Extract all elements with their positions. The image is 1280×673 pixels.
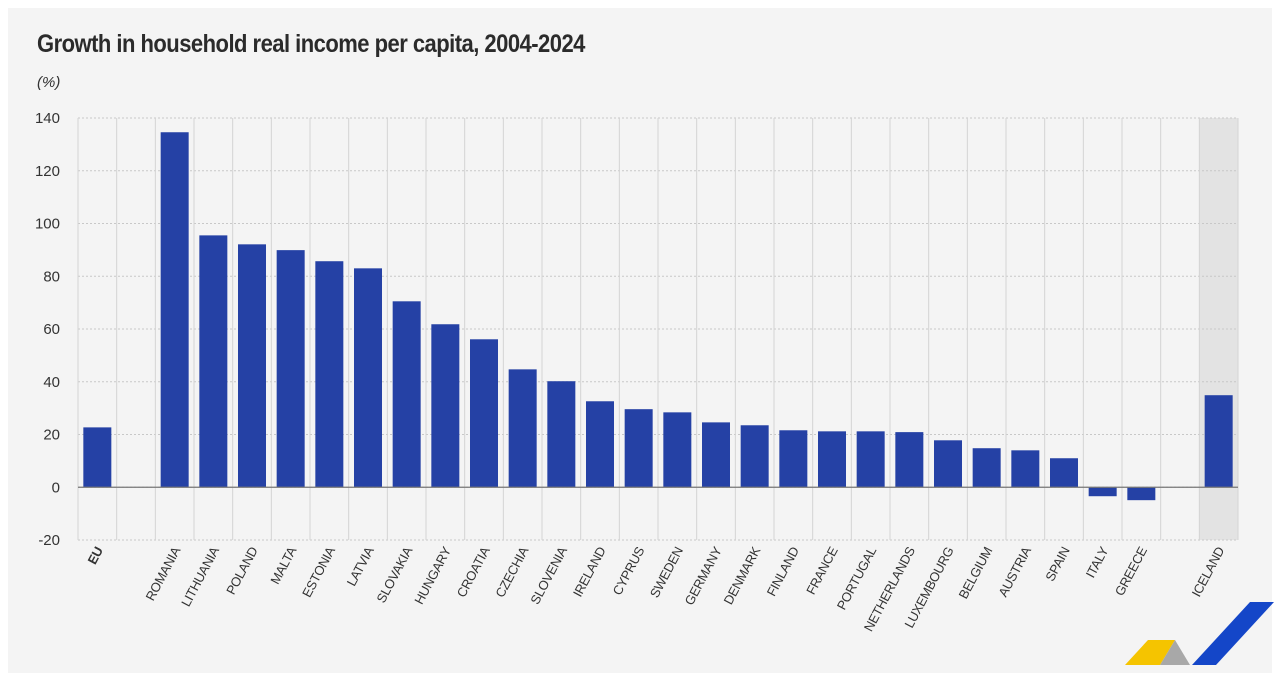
- bar-slovenia: [547, 381, 576, 488]
- bar-denmark: [740, 425, 769, 488]
- x-tick-label: CYPRUS: [609, 544, 647, 598]
- bar-sweden: [663, 412, 692, 488]
- bar-czechia: [508, 369, 537, 488]
- x-tick-label: LITHUANIA: [178, 544, 222, 609]
- x-tick-label: HUNGARY: [411, 544, 454, 607]
- bar-hungary: [431, 324, 460, 488]
- x-tick-label: SWEDEN: [647, 544, 686, 600]
- bar-greece: [1127, 487, 1156, 501]
- x-tick-label: ESTONIA: [299, 544, 338, 600]
- logo-blue-stripe: [1192, 602, 1274, 665]
- x-tick-label: BELGIUM: [956, 544, 996, 601]
- y-tick-label: 60: [43, 321, 60, 338]
- x-tick-label: SLOVAKIA: [373, 544, 415, 605]
- y-axis-unit: (%): [37, 74, 61, 91]
- logo-gray-stripe: [1160, 640, 1190, 665]
- bar-portugal: [856, 431, 885, 488]
- y-tick-label: 140: [35, 110, 60, 127]
- logo-yellow-stripe: [1125, 640, 1175, 665]
- x-tick-label: FRANCE: [803, 544, 841, 597]
- bar-luxembourg: [934, 440, 962, 488]
- y-tick-label: 0: [52, 479, 60, 496]
- bar-eu: [83, 427, 112, 488]
- bar-france: [818, 431, 846, 488]
- bar-italy: [1088, 487, 1117, 497]
- y-tick-label: 120: [35, 163, 60, 180]
- x-tick-label: DENMARK: [721, 544, 764, 607]
- x-tick-label: SPAIN: [1042, 544, 1072, 583]
- x-tick-label: IRELAND: [570, 544, 609, 599]
- x-tick-label: ITALY: [1083, 544, 1112, 580]
- bar-ireland: [586, 401, 614, 488]
- x-tick-label: EU: [85, 544, 106, 566]
- bar-iceland: [1204, 395, 1233, 488]
- y-tick-label: 20: [43, 427, 60, 444]
- bar-lithuania: [199, 235, 228, 488]
- x-tick-label: MALTA: [267, 544, 299, 587]
- bar-latvia: [354, 268, 382, 488]
- x-tick-label: GREECE: [1112, 544, 1150, 598]
- y-tick-label: 80: [43, 268, 60, 285]
- x-tick-label: CROATIA: [454, 544, 493, 600]
- x-tick-label: SLOVENIA: [527, 544, 570, 607]
- bar-belgium: [972, 448, 1001, 488]
- x-tick-label: CZECHIA: [492, 544, 531, 600]
- chart-title: Growth in household real income per capi…: [37, 30, 585, 58]
- y-tick-label: 100: [35, 216, 60, 233]
- bar-spain: [1050, 458, 1078, 488]
- bar-poland: [238, 244, 266, 488]
- bar-malta: [276, 250, 305, 488]
- bar-austria: [1011, 450, 1040, 488]
- x-tick-label: ROMANIA: [143, 544, 184, 603]
- x-tick-label: PORTUGAL: [834, 544, 880, 612]
- x-tick-label: ICELAND: [1189, 544, 1228, 599]
- x-tick-label: AUSTRIA: [995, 544, 1034, 599]
- bar-germany: [702, 422, 730, 488]
- bar-netherlands: [895, 432, 924, 488]
- y-tick-label: -20: [38, 532, 60, 549]
- bar-finland: [779, 430, 808, 488]
- x-tick-label: LATVIA: [344, 544, 377, 589]
- bar-croatia: [470, 339, 498, 488]
- bar-slovakia: [392, 301, 421, 488]
- x-tick-label: GERMANY: [682, 544, 725, 608]
- bar-cyprus: [624, 409, 653, 488]
- bar-estonia: [315, 261, 344, 488]
- x-tick-label: POLAND: [223, 544, 261, 597]
- y-tick-label: 40: [43, 374, 60, 391]
- x-tick-label: FINLAND: [764, 544, 802, 598]
- bar-romania: [160, 132, 189, 488]
